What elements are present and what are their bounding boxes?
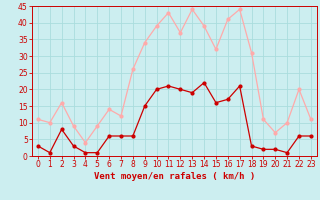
X-axis label: Vent moyen/en rafales ( km/h ): Vent moyen/en rafales ( km/h ) xyxy=(94,172,255,181)
